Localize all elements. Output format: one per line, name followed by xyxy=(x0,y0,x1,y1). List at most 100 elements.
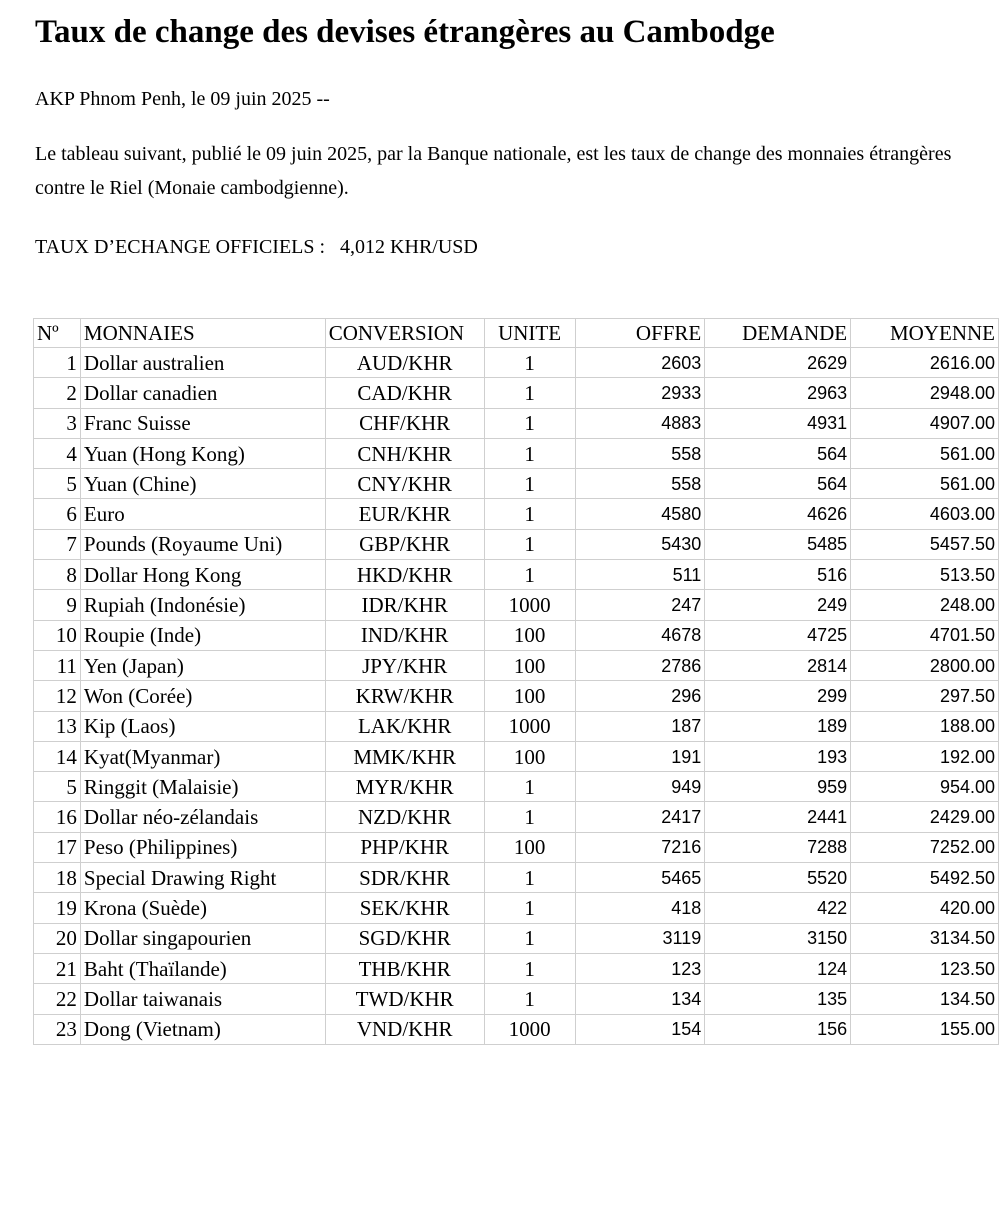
currency-name-cell: Yuan (Chine) xyxy=(79,468,326,500)
table-row: 4 Yuan (Hong Kong) CNH/KHR 1 558 564 561.00 xyxy=(33,437,999,470)
column-header: CONVERSION xyxy=(324,318,485,348)
row-number-cell: 19 xyxy=(33,892,81,924)
conversion-cell: SEK/KHR xyxy=(324,892,485,924)
table-row: 21 Baht (Thaïlande) THB/KHR 1 123 124 123.50 xyxy=(33,952,999,985)
unit-cell: 1 xyxy=(483,862,576,894)
unit-cell: 100 xyxy=(483,831,576,864)
table-row: 3 Franc Suisse CHF/KHR 1 4883 4931 4907.00 xyxy=(33,407,999,439)
average-cell: 954.00 xyxy=(850,771,999,803)
table-row: 2 Dollar canadien CAD/KHR 1 2933 2963 2948.00 xyxy=(33,377,999,409)
currency-name-cell: Dollar singapourien xyxy=(79,922,326,954)
average-cell: 188.00 xyxy=(850,710,999,742)
table-row: 18 Special Drawing Right SDR/KHR 1 5465 5520 5… xyxy=(33,862,999,894)
row-number-cell: 3 xyxy=(33,407,81,439)
conversion-cell: IDR/KHR xyxy=(324,589,485,621)
row-number-cell: 5 xyxy=(33,468,81,500)
currency-name-cell: Peso (Philippines) xyxy=(79,831,326,864)
demand-cell: 2441 xyxy=(704,801,852,833)
row-number-cell: 13 xyxy=(33,710,81,742)
row-number-cell: 8 xyxy=(33,559,81,591)
table-row: 11 Yen (Japan) JPY/KHR 100 2786 2814 2800.00 xyxy=(33,649,999,682)
conversion-cell: SGD/KHR xyxy=(324,922,485,954)
average-cell: 155.00 xyxy=(850,1013,999,1045)
column-header: OFFRE xyxy=(574,318,706,348)
unit-cell: 1 xyxy=(483,892,576,924)
demand-cell: 4725 xyxy=(704,619,852,651)
dateline: AKP Phnom Penh, le 09 juin 2025 -- xyxy=(35,88,330,110)
unit-cell: 1 xyxy=(483,771,576,803)
row-number-cell: 4 xyxy=(33,437,81,470)
row-number-cell: 12 xyxy=(33,680,81,712)
table-row: 16 Dollar néo-zélandais NZD/KHR 1 2417 2441 24… xyxy=(33,801,999,833)
table-row: 23 Dong (Vietnam) VND/KHR 1000 154 156 155.00 xyxy=(33,1013,999,1045)
row-number-cell: 23 xyxy=(33,1013,81,1045)
currency-name-cell: Pounds (Royaume Uni) xyxy=(79,528,326,561)
average-cell: 4701.50 xyxy=(850,619,999,651)
unit-cell: 1 xyxy=(483,559,576,591)
currency-name-cell: Dollar canadien xyxy=(79,377,326,409)
unit-cell: 1 xyxy=(483,922,576,954)
demand-cell: 124 xyxy=(704,952,852,985)
table-row: 5 Ringgit (Malaisie) MYR/KHR 1 949 959 954.00 xyxy=(33,771,999,803)
offer-cell: 4580 xyxy=(574,498,706,530)
conversion-cell: AUD/KHR xyxy=(324,346,485,379)
table-row: 17 Peso (Philippines) PHP/KHR 100 7216 7288 72… xyxy=(33,831,999,864)
table-row: 7 Pounds (Royaume Uni) GBP/KHR 1 5430 5485 545… xyxy=(33,528,999,561)
conversion-cell: SDR/KHR xyxy=(324,862,485,894)
table-row: 5 Yuan (Chine) CNY/KHR 1 558 564 561.00 xyxy=(33,468,999,500)
row-number-cell: 14 xyxy=(33,740,81,773)
unit-cell: 1 xyxy=(483,498,576,530)
currency-name-cell: Baht (Thaïlande) xyxy=(79,952,326,985)
unit-cell: 1 xyxy=(483,983,576,1015)
table-row: 20 Dollar singapourien SGD/KHR 1 3119 3150 313… xyxy=(33,922,999,954)
offer-cell: 3119 xyxy=(574,922,706,954)
average-cell: 2800.00 xyxy=(850,649,999,682)
average-cell: 4603.00 xyxy=(850,498,999,530)
row-number-cell: 17 xyxy=(33,831,81,864)
unit-cell: 100 xyxy=(483,619,576,651)
demand-cell: 564 xyxy=(704,437,852,470)
page-title: Taux de change des devises étrangères au… xyxy=(35,14,775,50)
demand-cell: 5520 xyxy=(704,862,852,894)
offer-cell: 247 xyxy=(574,589,706,621)
unit-cell: 1 xyxy=(483,801,576,833)
demand-cell: 5485 xyxy=(704,528,852,561)
intro-paragraph: Le tableau suivant, publié le 09 juin 20… xyxy=(35,143,952,199)
conversion-cell: TWD/KHR xyxy=(324,983,485,1015)
table-row: 8 Dollar Hong Kong HKD/KHR 1 511 516 513.50 xyxy=(33,559,999,591)
demand-cell: 299 xyxy=(704,680,852,712)
offer-cell: 5465 xyxy=(574,862,706,894)
conversion-cell: GBP/KHR xyxy=(324,528,485,561)
offer-cell: 5430 xyxy=(574,528,706,561)
currency-name-cell: Ringgit (Malaisie) xyxy=(79,771,326,803)
row-number-cell: 18 xyxy=(33,862,81,894)
offer-cell: 2603 xyxy=(574,346,706,379)
offer-cell: 949 xyxy=(574,771,706,803)
average-cell: 5492.50 xyxy=(850,862,999,894)
unit-cell: 100 xyxy=(483,680,576,712)
currency-name-cell: Dollar néo-zélandais xyxy=(79,801,326,833)
demand-cell: 564 xyxy=(704,468,852,500)
demand-cell: 135 xyxy=(704,983,852,1015)
average-cell: 4907.00 xyxy=(850,407,999,439)
unit-cell: 1 xyxy=(483,377,576,409)
unit-cell: 100 xyxy=(483,649,576,682)
unit-cell: 100 xyxy=(483,740,576,773)
conversion-cell: LAK/KHR xyxy=(324,710,485,742)
conversion-cell: HKD/KHR xyxy=(324,559,485,591)
demand-cell: 189 xyxy=(704,710,852,742)
row-number-cell: 20 xyxy=(33,922,81,954)
offer-cell: 154 xyxy=(574,1013,706,1045)
row-number-cell: 11 xyxy=(33,649,81,682)
currency-name-cell: Yen (Japan) xyxy=(79,649,326,682)
unit-cell: 1 xyxy=(483,528,576,561)
average-cell: 3134.50 xyxy=(850,922,999,954)
average-cell: 297.50 xyxy=(850,680,999,712)
currency-name-cell: Kip (Laos) xyxy=(79,710,326,742)
offer-cell: 2417 xyxy=(574,801,706,833)
column-header: UNITE xyxy=(483,318,576,348)
average-cell: 192.00 xyxy=(850,740,999,773)
offer-cell: 7216 xyxy=(574,831,706,864)
table-row: 14 Kyat(Myanmar) MMK/KHR 100 191 193 192.00 xyxy=(33,740,999,773)
conversion-cell: CHF/KHR xyxy=(324,407,485,439)
